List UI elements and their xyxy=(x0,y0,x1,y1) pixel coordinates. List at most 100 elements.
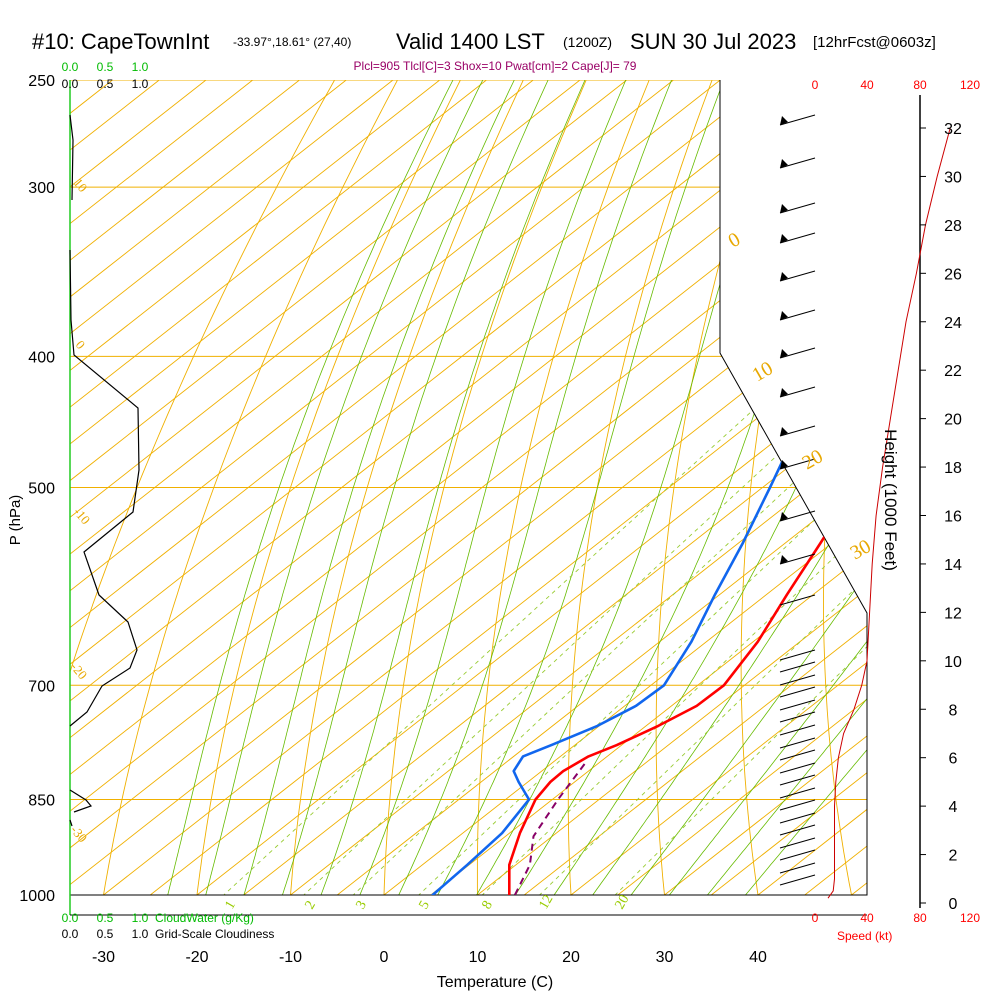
height-tick-label: 0 xyxy=(949,896,958,913)
mixing-ratio-line xyxy=(452,355,867,895)
wind-barb xyxy=(779,157,816,169)
cloudwater-tick-bottom: 1.0 xyxy=(132,911,149,925)
isotherm-line xyxy=(70,80,815,895)
cloudwater-tick-top: 1.0 xyxy=(132,60,149,74)
chart-coords: -33.97°,18.61° (27,40) xyxy=(233,35,351,49)
wind-barb xyxy=(779,799,816,811)
isotherm-line xyxy=(70,80,867,895)
wind-barb xyxy=(779,837,816,849)
wind-barb-flag xyxy=(780,349,788,358)
moist-adiabat xyxy=(160,80,454,895)
moist-adiabat xyxy=(272,80,549,895)
isotherm-line xyxy=(243,80,867,895)
series-dewpoint xyxy=(428,120,867,895)
cloudiness-tick-top: 0.5 xyxy=(97,77,114,91)
wind-barb xyxy=(779,309,816,321)
isotherm-line xyxy=(70,80,674,895)
wind-speed-line xyxy=(827,127,951,899)
dry-adiabat xyxy=(567,80,722,895)
cloudiness-label: Grid-Scale Cloudiness xyxy=(155,927,274,941)
mixing-ratio-line xyxy=(509,355,867,895)
isotherm-label: -10 xyxy=(71,504,94,527)
theta-label: 10 xyxy=(749,357,777,386)
height-tick-label: 16 xyxy=(944,509,962,526)
chart-valid-time: Valid 1400 LST xyxy=(396,29,545,54)
isotherm-line xyxy=(70,80,721,895)
wind-barb xyxy=(779,458,816,470)
chart-indices: Plcl=905 Tlcl[C]=3 Shox=10 Pwat[cm]=2 Ca… xyxy=(354,59,637,73)
moist-adiabat xyxy=(608,80,867,895)
wind-speed-profile xyxy=(827,127,951,899)
isotherm-line xyxy=(70,80,768,895)
theta-label: 30 xyxy=(847,535,875,564)
moist-adiabat xyxy=(347,80,627,895)
y-axis-title: P (hPa) xyxy=(7,495,24,546)
wind-barb xyxy=(779,649,816,661)
isotherm-line xyxy=(149,80,867,895)
isotherm-line xyxy=(70,80,581,895)
moist-adiabat xyxy=(534,80,867,895)
dry-adiabat xyxy=(655,80,784,895)
wind-barb-flag xyxy=(780,388,788,397)
isotherm-line xyxy=(70,80,534,895)
cloudwater-tick-top: 0.5 xyxy=(97,60,114,74)
wind-barb xyxy=(779,425,816,437)
moist-adiabat xyxy=(421,80,725,895)
isotherm-line xyxy=(383,80,867,895)
wind-barb-flag xyxy=(780,427,788,436)
height-tick-label: 18 xyxy=(944,460,962,477)
moist-adiabat xyxy=(234,80,515,895)
wind-barb xyxy=(779,232,816,244)
dry-adiabat xyxy=(981,56,1000,924)
cloudiness-tick-top: 1.0 xyxy=(132,77,149,91)
x-tick-label: 10 xyxy=(469,949,487,966)
mixing-ratio-label: 2 xyxy=(302,898,318,912)
wind-barbs xyxy=(779,114,816,886)
theta-label: 0 xyxy=(725,228,745,252)
dry-adiabat xyxy=(476,80,660,895)
isotherm-line xyxy=(70,80,300,895)
y-tick-label: 300 xyxy=(28,180,55,197)
moist-adiabat xyxy=(459,80,785,895)
wind-barb xyxy=(779,787,816,799)
y-tick-label: 250 xyxy=(28,73,55,90)
moist-adiabat xyxy=(683,80,867,895)
speed-tick-top: 120 xyxy=(960,78,980,92)
x-tick-label: 40 xyxy=(749,949,767,966)
cloudiness-tick-bottom: 0.0 xyxy=(62,927,79,941)
height-tick-label: 20 xyxy=(944,412,962,429)
x-tick-label: -30 xyxy=(92,949,115,966)
mixing-ratio-line xyxy=(272,355,867,895)
moist-adiabat xyxy=(384,80,672,895)
wind-barb xyxy=(779,202,816,214)
wind-barb xyxy=(779,711,816,723)
wind-barb xyxy=(779,674,816,686)
cloudiness-tick-bottom: 1.0 xyxy=(132,927,149,941)
cloud-profile xyxy=(69,114,140,827)
cloudwater-label: CloudWater (g/Kg) xyxy=(155,911,254,925)
surface-temperature-dot xyxy=(510,896,518,904)
height-axis-title: Height (1000 Feet) xyxy=(881,429,900,571)
speed-tick-top: 0 xyxy=(812,78,819,92)
diagram-background-lines xyxy=(70,56,1000,924)
isotherm-line xyxy=(523,80,867,895)
dry-adiabat xyxy=(382,80,598,895)
x-tick-label: -10 xyxy=(279,949,302,966)
isotherm-line xyxy=(70,80,628,895)
wind-barb xyxy=(779,270,816,282)
wind-barb-flag xyxy=(780,234,788,243)
height-tick-label: 26 xyxy=(944,266,962,283)
speed-tick-bottom: 80 xyxy=(913,911,927,925)
wind-barb xyxy=(779,114,816,126)
speed-tick-bottom: 40 xyxy=(860,911,874,925)
height-tick-label: 28 xyxy=(944,218,962,235)
wind-barb xyxy=(779,824,816,836)
wind-barb xyxy=(779,661,816,673)
isotherm-label: -20 xyxy=(68,659,91,682)
moist-adiabat xyxy=(721,80,867,895)
height-tick-label: 22 xyxy=(944,363,962,380)
dry-adiabat xyxy=(70,80,349,895)
mixing-ratio-label: 12 xyxy=(536,892,556,912)
y-tick-label: 1000 xyxy=(19,888,55,905)
height-tick-label: 12 xyxy=(944,605,962,622)
